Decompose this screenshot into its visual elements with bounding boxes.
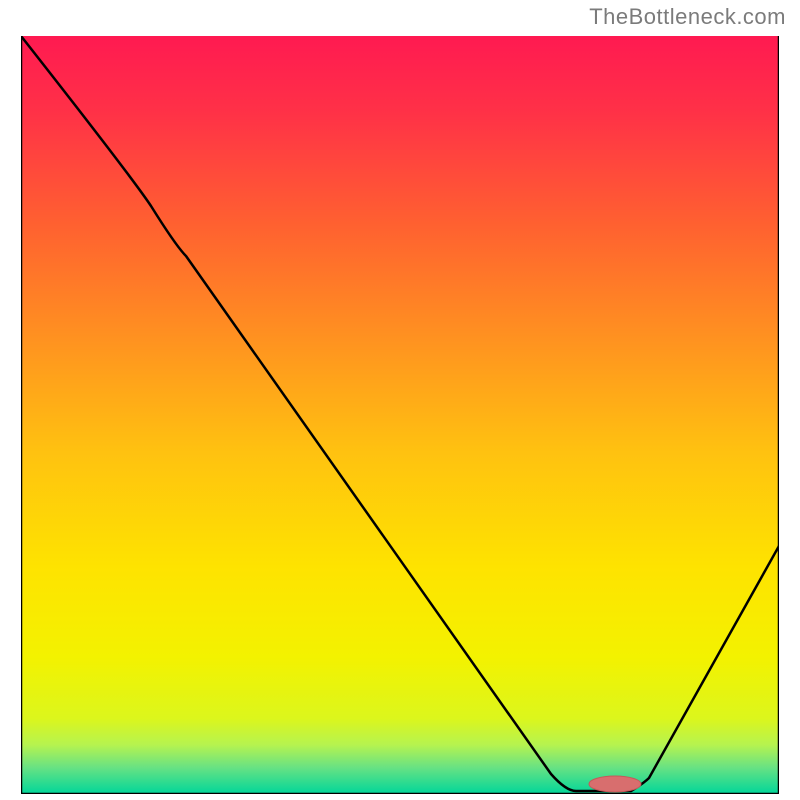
gradient-background: [21, 36, 779, 794]
bottleneck-chart: [21, 36, 779, 794]
chart-svg: [21, 36, 779, 794]
watermark-text: TheBottleneck.com: [589, 4, 786, 30]
optimum-marker: [589, 776, 641, 792]
